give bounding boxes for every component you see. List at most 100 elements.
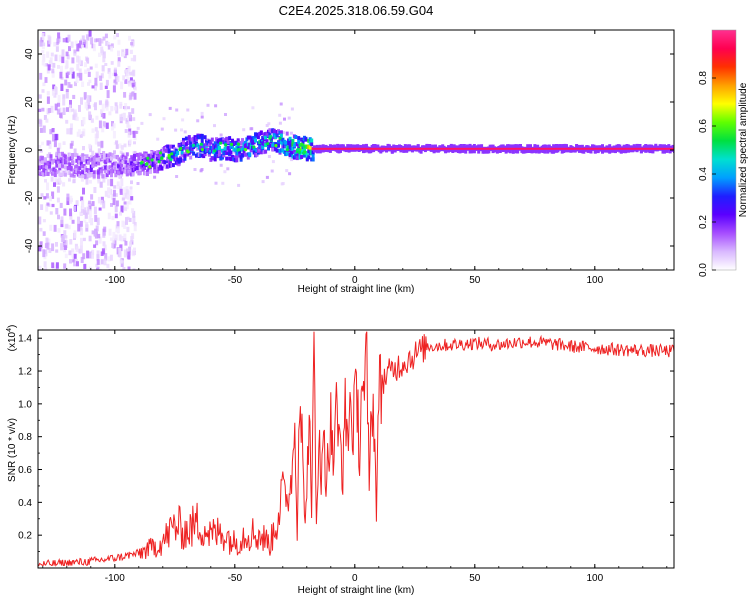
spectrogram-noise-cell xyxy=(48,143,52,149)
colorbar-label: Normalized spectral amplitude xyxy=(738,82,749,217)
spectrogram-band-cell xyxy=(300,149,304,154)
snr-y-scale-prefix: (x10 xyxy=(7,331,18,351)
spectrogram-noise-cell xyxy=(116,247,120,255)
spectrogram-band-cell xyxy=(200,136,204,141)
spectrogram-noise-cell xyxy=(123,201,127,205)
spectrogram-band-cell xyxy=(663,149,666,154)
spectrogram-noise-cell xyxy=(52,62,56,68)
spectrogram-noise-cell xyxy=(124,79,128,84)
spectrogram-band-cell xyxy=(311,153,315,158)
spectrogram-noise-cell xyxy=(58,54,62,62)
spectrogram-band-cell xyxy=(215,150,219,155)
spectrogram-band-cell xyxy=(311,157,315,162)
spectrogram-noise-cell xyxy=(237,183,241,187)
spectrogram-noise-cell xyxy=(95,71,99,79)
spectrogram-noise-cell xyxy=(200,168,204,171)
spectrogram-band-cell xyxy=(544,144,548,149)
spectrogram-band-cell xyxy=(58,166,62,171)
spectrogram-noise-cell xyxy=(67,225,71,230)
spectrogram-noise-cell xyxy=(88,209,92,218)
spectrogram-band-cell xyxy=(159,163,162,168)
spectrogram-band-cell xyxy=(89,168,93,172)
spectrogram-peak-cell xyxy=(296,147,300,151)
spectrogram-band-cell xyxy=(498,149,502,153)
spectrogram-band-cell xyxy=(76,168,80,173)
spectrogram-noise-cell xyxy=(267,122,271,126)
spectrogram-band-cell xyxy=(95,157,99,162)
spectrogram-noise-cell xyxy=(91,128,95,133)
spectrogram-band-cell xyxy=(294,135,298,139)
spectrogram-band-cell xyxy=(292,149,296,154)
snr-x-tick-label: 100 xyxy=(586,573,603,584)
spectrogram-noise-cell xyxy=(53,42,57,47)
spectrogram-noise-cell xyxy=(90,118,94,123)
spectrogram-noise-cell xyxy=(100,73,104,79)
spectrogram-noise-cell xyxy=(83,263,87,269)
spectrogram-noise-cell xyxy=(127,82,131,87)
colorbar-ticks: 0.0 0.2 0.4 0.6 0.8 xyxy=(698,71,716,277)
spectrogram-noise-cell xyxy=(119,244,123,252)
spectrogram-noise-cell xyxy=(73,148,77,154)
spectrogram-noise-cell xyxy=(98,236,102,244)
spectrogram-band-cell xyxy=(543,149,547,154)
spectrogram-noise-cell xyxy=(41,44,45,50)
spectrogram-noise-cell xyxy=(38,245,42,252)
spectrogram-noise-cell xyxy=(131,208,135,214)
spectrogram-noise-cell xyxy=(73,230,77,239)
spectrogram-noise-cell xyxy=(112,123,116,129)
spectrogram-noise-cell xyxy=(115,200,119,207)
spectrogram-noise-cell xyxy=(127,106,130,110)
spectrogram-noise-cell xyxy=(116,181,120,186)
spectrogram-noise-cell xyxy=(122,267,126,270)
spectrogram-band-cell xyxy=(229,157,233,162)
spectrogram-noise-cell xyxy=(86,95,90,103)
spectrogram-band-cell xyxy=(157,166,161,171)
spectrogram-noise-cell xyxy=(113,185,117,189)
spectrogram-band-cell xyxy=(288,142,292,146)
snr-y-tick-label: 0.2 xyxy=(18,531,32,542)
spectrogram-noise-cell xyxy=(125,48,129,56)
spectrogram-noise-cell xyxy=(168,106,172,110)
spectrogram-band-cell xyxy=(40,156,44,161)
spectrogram-noise-cell xyxy=(95,240,99,246)
spectrogram-noise-cell xyxy=(91,201,95,207)
spectrogram-noise-cell xyxy=(123,221,127,229)
spectrogram-noise-cell xyxy=(120,205,124,213)
spectrogram-noise-cell xyxy=(129,189,133,196)
spectrogram-noise-cell xyxy=(111,215,115,221)
snr-plot-area xyxy=(38,331,674,567)
spectrogram-noise-cell xyxy=(265,124,269,127)
spectrogram-noise-cell xyxy=(132,210,136,218)
spectrogram-noise-cell xyxy=(51,203,55,208)
spectrogram-band-cell xyxy=(303,146,306,151)
snr-y-scale-suffix: ) xyxy=(7,325,18,328)
spectrogram-panel: -100 -50 0 50 100 -40 -20 0 20 40 Height of stra… xyxy=(7,29,675,295)
spectrogram-noise-cell xyxy=(67,82,71,88)
spectrogram-noise-cell xyxy=(127,251,131,260)
spectrogram-noise-cell xyxy=(49,129,53,135)
spectrogram-noise-cell xyxy=(120,235,124,242)
spectrogram-peak-cell xyxy=(213,149,217,153)
spectrogram-noise-cell xyxy=(65,60,69,69)
spectrogram-band-cell xyxy=(593,149,597,154)
spectrogram-band-cell xyxy=(295,142,299,147)
spectrogram-band-cell xyxy=(578,148,581,153)
spectrogram-noise-cell xyxy=(49,224,53,231)
spectrogram-noise-cell xyxy=(129,49,133,54)
spectrogram-band-cell xyxy=(110,169,113,174)
spectrogram-band-cell xyxy=(259,131,263,135)
spectrogram-noise-cell xyxy=(45,193,49,199)
spectrogram-noise-cell xyxy=(132,117,136,121)
spectrogram-noise-cell xyxy=(108,111,112,116)
spectrogram-noise-cell xyxy=(41,141,45,146)
spectrogram-noise-cell xyxy=(251,106,255,110)
spectrogram-band-cell xyxy=(222,153,226,158)
spectrogram-noise-cell xyxy=(66,193,70,202)
spectrogram-band-cell xyxy=(117,171,121,176)
spectrogram-noise-cell xyxy=(69,259,72,264)
spectrogram-noise-cell xyxy=(48,60,52,67)
spectrogram-band-cell xyxy=(49,168,53,173)
spectrogram-noise-cell xyxy=(126,115,130,121)
spectrogram-noise-cell xyxy=(61,49,65,57)
